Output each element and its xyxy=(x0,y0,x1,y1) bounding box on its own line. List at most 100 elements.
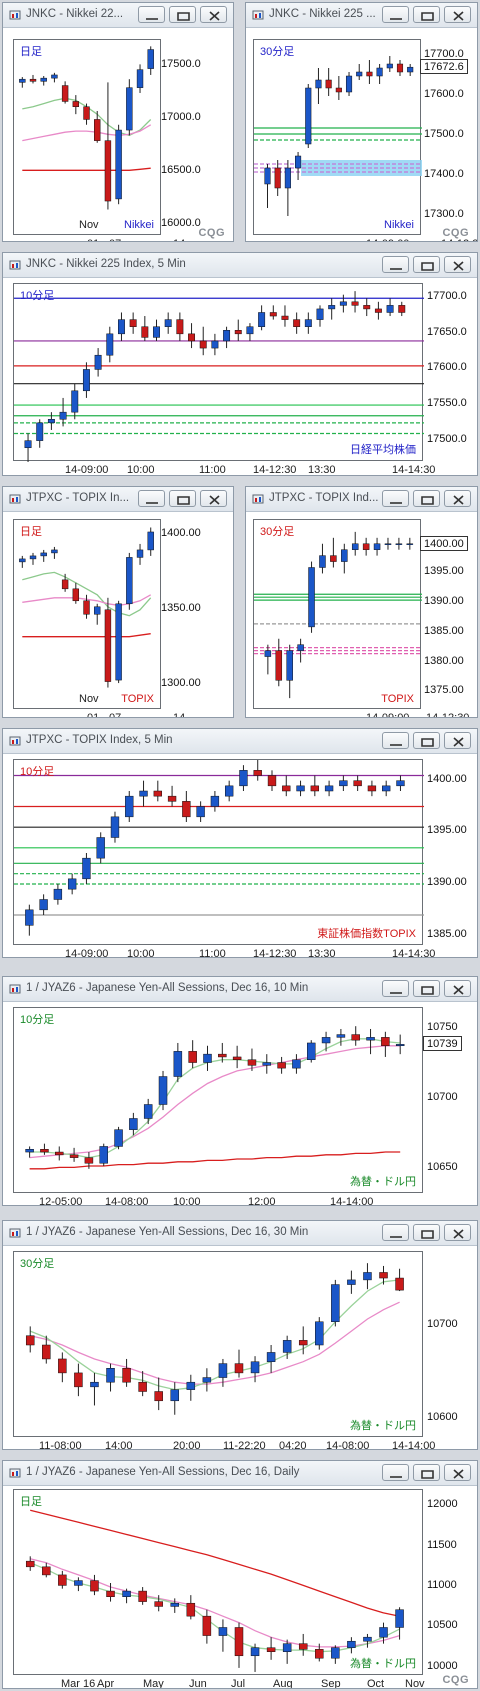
candle xyxy=(223,326,231,349)
plot-area[interactable]: 30分足 TOPIX xyxy=(253,519,422,710)
moving-average-line xyxy=(29,1151,401,1170)
minimize-button[interactable] xyxy=(138,6,165,23)
plot-area[interactable]: 日足 為替・ドル円 xyxy=(13,1489,423,1675)
candle xyxy=(83,103,90,125)
x-axis-tick-label: 14-09:00 xyxy=(366,238,409,241)
candle xyxy=(250,1643,260,1672)
close-button[interactable] xyxy=(444,490,471,507)
current-price-label: 1400.00 xyxy=(420,535,468,551)
candle xyxy=(39,894,48,915)
candle xyxy=(347,1270,356,1294)
instrument-name-label: Nikkei xyxy=(124,219,154,231)
candle xyxy=(47,412,55,430)
candle xyxy=(286,644,293,699)
restore-button[interactable] xyxy=(413,256,440,273)
y-axis-tick-label: 11500 xyxy=(427,1538,457,1551)
price-chart[interactable] xyxy=(14,760,424,946)
restore-button[interactable] xyxy=(169,6,196,23)
plot-area[interactable]: 日足 Nikkei xyxy=(13,39,161,235)
plot-area[interactable]: 10分足 東証株価指数TOPIX xyxy=(13,759,424,946)
candle xyxy=(218,1042,227,1063)
chart-window-w3: JNKC - Nikkei 225 Index, 5 Min 10分足 日経平均株価… xyxy=(2,252,478,476)
minimize-button[interactable] xyxy=(382,490,409,507)
chart-window-icon xyxy=(9,8,21,20)
candle xyxy=(42,1562,51,1578)
cqg-logo: CQG xyxy=(442,1674,469,1686)
restore-button[interactable] xyxy=(413,1224,440,1241)
close-button[interactable] xyxy=(444,6,471,23)
close-button[interactable] xyxy=(444,256,471,273)
restore-button[interactable] xyxy=(169,490,196,507)
close-button[interactable] xyxy=(444,980,471,997)
y-axis-tick-label: 11000 xyxy=(427,1579,457,1592)
minimize-button[interactable] xyxy=(382,732,409,749)
timeframe-label: 30分足 xyxy=(260,46,295,58)
price-chart[interactable] xyxy=(14,520,162,710)
plot-area[interactable]: 日足 TOPIX xyxy=(13,519,161,709)
price-chart[interactable] xyxy=(254,520,422,710)
x-axis-tick-label: 14 xyxy=(173,238,185,241)
restore-button[interactable] xyxy=(413,732,440,749)
candle xyxy=(298,1326,308,1355)
chart-window-w2: JNKC - Nikkei 225 ... 30分足 Nikkei 17700.0 17… xyxy=(245,2,478,242)
window-title: 1 / JYAZ6 - Japanese Yen-All Sessions, D… xyxy=(26,1226,309,1238)
y-axis-tick-label: 17500.0 xyxy=(424,128,464,140)
candle xyxy=(99,1143,108,1167)
close-button[interactable] xyxy=(200,490,227,507)
x-axis-tick-label: 14-12:30 xyxy=(253,948,297,958)
candle xyxy=(324,780,334,797)
x-axis-tick-label: Jun xyxy=(189,1678,207,1689)
close-button[interactable] xyxy=(200,6,227,23)
chart-window-w5: JTPXC - TOPIX Ind... 30分足 TOPIX 1400.00 1395… xyxy=(245,486,478,718)
candle xyxy=(305,84,312,148)
y-axis-tick-label: 1400.00 xyxy=(427,772,467,785)
candle xyxy=(153,319,160,341)
minimize-button[interactable] xyxy=(382,256,409,273)
x-axis-tick-label: 14-12:30 xyxy=(426,712,470,718)
price-chart[interactable] xyxy=(254,40,422,236)
candle xyxy=(298,1633,308,1656)
x-axis-tick-label: Sep xyxy=(321,1678,341,1689)
y-axis-tick-label: 1395.00 xyxy=(427,824,467,837)
candle xyxy=(396,60,404,76)
y-axis-tick-label: 10600 xyxy=(427,1411,458,1424)
price-chart[interactable] xyxy=(14,1252,424,1438)
candle xyxy=(147,46,154,75)
restore-button[interactable] xyxy=(413,1464,440,1481)
candle xyxy=(61,573,69,592)
candle xyxy=(406,537,414,550)
candle xyxy=(351,291,359,313)
minimize-button[interactable] xyxy=(382,980,409,997)
price-chart[interactable] xyxy=(14,1490,424,1676)
restore-button[interactable] xyxy=(413,980,440,997)
y-axis-tick-label: 17500.0 xyxy=(427,432,467,445)
candle xyxy=(366,60,373,84)
plot-area[interactable]: 30分足 為替・ドル円 xyxy=(13,1251,423,1437)
timeframe-label: 日足 xyxy=(20,526,42,538)
restore-button[interactable] xyxy=(413,490,440,507)
minimize-button[interactable] xyxy=(382,6,409,23)
close-button[interactable] xyxy=(444,1464,471,1481)
restore-button[interactable] xyxy=(413,6,440,23)
candle xyxy=(274,160,281,196)
close-button[interactable] xyxy=(444,732,471,749)
timeframe-label: 日足 xyxy=(20,1496,42,1508)
candle xyxy=(94,348,102,377)
plot-area[interactable]: 10分足 日経平均株価 xyxy=(13,283,424,462)
instrument-name-label: Nikkei xyxy=(384,219,414,231)
plot-area[interactable]: 30分足 Nikkei xyxy=(253,39,422,236)
y-axis-tick-label: 1385.00 xyxy=(427,927,467,940)
candle xyxy=(218,1358,228,1387)
y-axis-tick-label: 10000 xyxy=(427,1659,458,1672)
title-bar: JTPXC - TOPIX In... xyxy=(3,487,233,512)
close-button[interactable] xyxy=(444,1224,471,1241)
plot-area[interactable]: 10分足 為替・ドル円 xyxy=(13,1007,423,1193)
minimize-button[interactable] xyxy=(382,1464,409,1481)
minimize-button[interactable] xyxy=(138,490,165,507)
price-chart[interactable] xyxy=(14,1008,424,1194)
minimize-button[interactable] xyxy=(382,1224,409,1241)
price-chart[interactable] xyxy=(14,284,424,462)
candle xyxy=(331,1645,340,1664)
price-chart[interactable] xyxy=(14,40,162,236)
candle xyxy=(122,1358,131,1387)
